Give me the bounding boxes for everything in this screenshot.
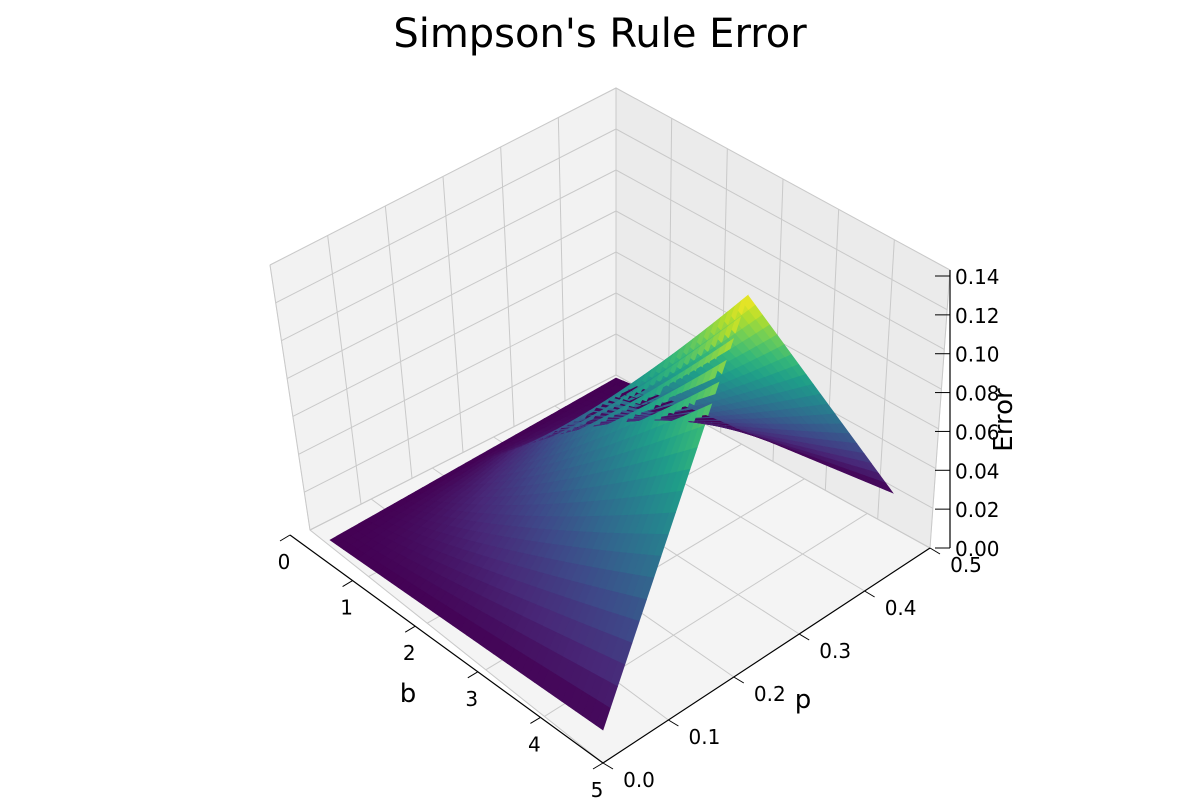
x-tick-label: 3 <box>465 687 478 711</box>
y-tick <box>668 719 679 727</box>
z-tick-label: 0.04 <box>955 459 1000 483</box>
y-tick-label: 0.2 <box>754 682 786 706</box>
grid-line <box>292 251 617 417</box>
x-tick-label: 5 <box>591 778 604 800</box>
y-tick-label: 0.3 <box>819 639 851 663</box>
chart-title: Simpson's Rule Error <box>393 11 807 57</box>
x-tick <box>342 580 353 588</box>
z-tick-label: 0.10 <box>955 343 1000 367</box>
grid-line <box>269 264 311 531</box>
y-tick <box>602 762 614 770</box>
surface-facet <box>877 480 894 494</box>
y-tick-label: 0.0 <box>623 768 655 792</box>
y-tick <box>798 633 810 641</box>
axis-lines <box>289 270 951 764</box>
z-tick-label: 0.00 <box>955 537 1000 561</box>
grid-line <box>442 176 464 453</box>
grid-line <box>304 333 617 493</box>
grid-line <box>275 128 617 304</box>
x-tick <box>530 716 541 724</box>
z-tick-label: 0.14 <box>955 265 1000 289</box>
error-surface <box>329 294 894 731</box>
grid-line <box>929 269 951 549</box>
grid-line <box>615 169 945 350</box>
grid-line <box>877 239 895 520</box>
y-tick <box>864 590 875 598</box>
tick-marks: 0 1 2 3 4 5 0.0 0.1 0.2 0.3 0.4 0.50.00 0.02 0.04 0.06… <box>278 265 1000 800</box>
grid-line <box>286 210 617 380</box>
grid-line <box>615 87 951 271</box>
y-tick-label: 0.5 <box>950 553 982 577</box>
x-tick <box>467 671 479 679</box>
y-axis-line <box>602 547 931 764</box>
z-tick-label: 0.06 <box>955 420 1000 444</box>
grid-line <box>667 118 673 404</box>
z-tick-label: 0.08 <box>955 382 1000 406</box>
x-tick-label: 1 <box>340 596 353 620</box>
grid-line <box>309 374 617 531</box>
z-tick-label: 0.02 <box>955 498 1000 522</box>
y-axis-label: p <box>795 685 812 715</box>
x-axis-label: b <box>400 679 417 709</box>
x-tick-label: 0 <box>278 550 291 574</box>
z-tick-label: 0.12 <box>955 304 1000 328</box>
grid-line <box>309 529 604 764</box>
grid-line <box>615 128 948 311</box>
x-tick <box>404 625 416 633</box>
y-tick <box>733 676 745 684</box>
z-axis-label: Error <box>989 388 1019 452</box>
grid-line <box>615 210 942 390</box>
x-tick <box>279 534 291 542</box>
y-tick-label: 0.4 <box>885 596 917 620</box>
surface-facet <box>595 703 611 731</box>
grid-line <box>298 292 617 455</box>
x-axis-line <box>289 534 604 764</box>
x-tick <box>592 762 604 770</box>
grid-line <box>269 87 617 266</box>
grid-line <box>557 117 566 401</box>
x-tick-label: 4 <box>528 732 541 756</box>
grid-line <box>281 169 617 342</box>
grid-line <box>500 146 515 427</box>
x-tick-label: 2 <box>403 641 416 665</box>
y-tick <box>929 547 941 555</box>
y-tick-label: 0.1 <box>688 725 720 749</box>
grid-line <box>327 235 362 505</box>
grid-line <box>384 205 413 479</box>
